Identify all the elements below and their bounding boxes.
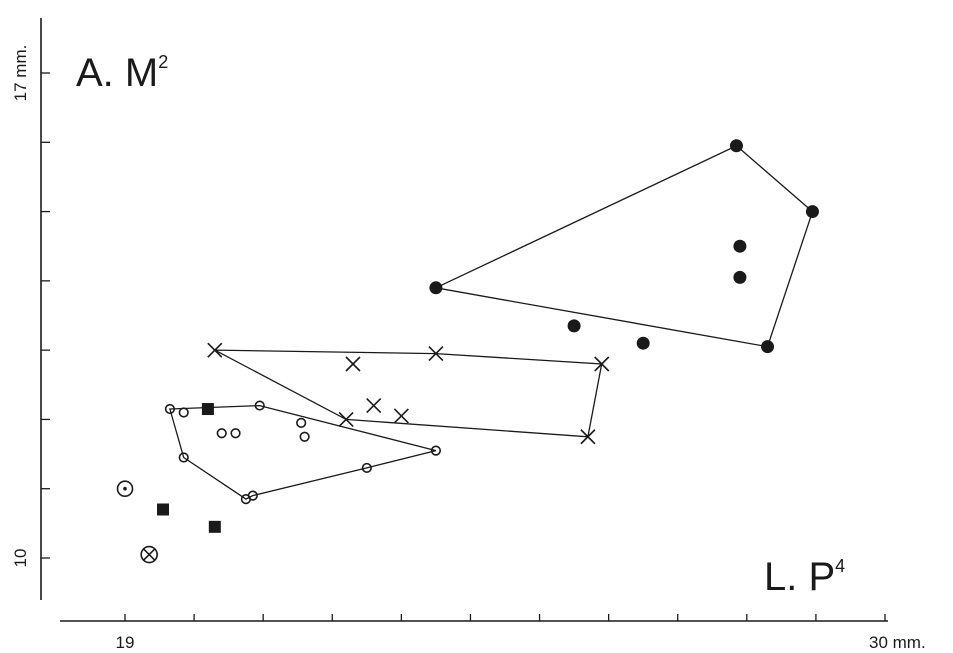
point-open-circle xyxy=(254,400,265,411)
hull-cross xyxy=(214,349,603,438)
point-filled-circle xyxy=(733,270,747,284)
point-open-circle xyxy=(216,428,227,439)
point-filled-circle xyxy=(761,340,775,354)
x-tick-label: 30 mm. xyxy=(869,633,926,652)
point-cross xyxy=(366,398,382,414)
point-open-circle xyxy=(178,452,189,463)
axes xyxy=(40,18,888,622)
y-tick-label: 17 mm. xyxy=(11,45,30,102)
x-tick-label: 19 xyxy=(116,633,135,652)
tick-labels: 19 30 mm. 10 17 mm. xyxy=(11,45,926,652)
point-open-circle xyxy=(247,490,258,501)
series-hulls xyxy=(169,145,814,500)
point-filled-circle xyxy=(733,239,747,253)
point-open-circle xyxy=(230,428,241,439)
point-filled-circle xyxy=(805,205,819,219)
point-filled-circle xyxy=(567,319,581,333)
hull-filled-circle xyxy=(433,145,814,348)
point-open-circle xyxy=(296,417,307,428)
point-cross xyxy=(207,342,223,358)
point-filled-square xyxy=(208,520,221,533)
y-tick-label: 10 xyxy=(11,549,30,568)
point-open-circle xyxy=(430,445,442,456)
point-cross xyxy=(580,429,596,445)
point-filled-circle xyxy=(429,281,443,295)
point-crossed-circle xyxy=(140,545,158,564)
point-open-circle xyxy=(299,431,310,442)
point-filled-square xyxy=(157,503,169,516)
point-open-circle xyxy=(361,462,372,474)
point-cross xyxy=(338,411,354,427)
point-dotted-circle xyxy=(116,480,134,498)
point-filled-circle xyxy=(636,336,650,350)
x-axis-label: L. P4 xyxy=(764,555,845,599)
point-open-circle xyxy=(178,407,189,418)
hull-open-circle xyxy=(169,404,437,500)
axis-ticks xyxy=(41,72,886,621)
point-open-circle xyxy=(164,403,176,415)
point-filled-circle xyxy=(729,139,743,153)
y-axis-label: A. M2 xyxy=(76,51,168,95)
point-cross xyxy=(345,356,361,372)
point-cross xyxy=(594,356,610,372)
point-filled-square xyxy=(201,403,214,416)
point-cross xyxy=(428,346,444,362)
data-points xyxy=(116,139,819,564)
point-cross xyxy=(393,408,409,424)
